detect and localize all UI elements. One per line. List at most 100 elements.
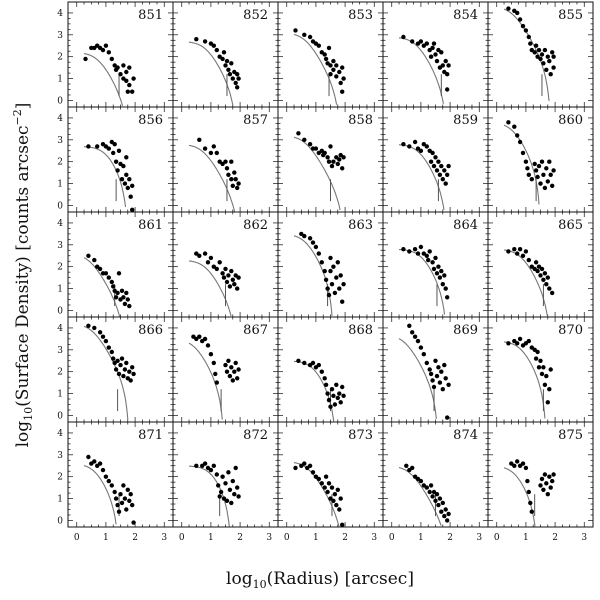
data-point	[236, 494, 241, 499]
data-point	[115, 358, 120, 363]
data-point	[293, 28, 298, 33]
data-point	[442, 273, 447, 278]
data-point	[197, 137, 202, 142]
data-point	[296, 131, 301, 136]
panel-859: 859	[382, 106, 489, 213]
data-point	[544, 166, 549, 171]
data-point	[412, 334, 418, 339]
data-point	[550, 183, 555, 188]
data-point	[335, 161, 340, 167]
panel-label: 870	[558, 323, 583, 338]
data-point	[445, 72, 450, 77]
data-point	[122, 367, 128, 372]
data-point	[119, 288, 125, 293]
data-point	[127, 65, 132, 70]
data-point	[434, 168, 440, 173]
data-point	[436, 159, 441, 164]
model-curve	[398, 338, 437, 420]
data-point	[307, 463, 313, 468]
data-point	[202, 461, 208, 466]
data-point	[83, 56, 88, 62]
data-point	[332, 402, 338, 407]
data-point	[548, 367, 553, 372]
data-point	[418, 39, 424, 44]
data-point	[235, 485, 240, 490]
data-point	[220, 271, 225, 276]
data-point	[443, 286, 448, 291]
data-point	[445, 172, 450, 177]
data-point	[437, 275, 443, 280]
x-tick-labels: 0 1 2 3 0 1 2 3 0 1 2 3 0 1 2 3 0 1 2 3	[74, 533, 588, 543]
data-point	[337, 69, 342, 75]
y-tick-label: 2	[57, 53, 63, 63]
data-point	[547, 286, 552, 291]
data-point	[418, 478, 424, 484]
data-point	[106, 345, 112, 350]
data-point	[337, 507, 342, 512]
y-tick-label: 4	[57, 429, 63, 439]
data-point	[335, 487, 340, 492]
x-tick-label: 0	[284, 533, 290, 543]
data-point	[506, 341, 511, 346]
data-point	[542, 472, 548, 477]
data-point	[407, 323, 412, 328]
data-point	[407, 249, 412, 254]
data-point	[113, 496, 119, 501]
data-point	[335, 395, 340, 401]
data-point	[229, 500, 234, 506]
data-point	[539, 371, 545, 377]
data-point	[316, 476, 321, 482]
data-point	[550, 290, 555, 296]
data-point	[539, 52, 545, 57]
data-point	[109, 279, 115, 285]
data-point	[233, 360, 238, 366]
y-tick-label: 4	[57, 9, 63, 19]
model-curve	[83, 52, 124, 107]
data-point	[326, 481, 332, 486]
panel-862: 862	[172, 211, 279, 318]
x-axis-title-rest: (Radius) [arcsec]	[267, 569, 414, 589]
data-point	[232, 492, 237, 497]
data-point	[533, 43, 539, 48]
data-point	[227, 72, 233, 77]
panel-label: 856	[138, 113, 163, 128]
data-point	[116, 148, 122, 153]
data-point	[340, 384, 345, 390]
data-point	[445, 415, 450, 420]
data-point	[230, 183, 235, 188]
data-point	[424, 360, 429, 366]
data-point	[233, 80, 238, 86]
data-point	[227, 487, 233, 492]
data-point	[332, 290, 338, 296]
panel-label: 868	[348, 323, 373, 338]
data-point	[334, 74, 339, 79]
data-point	[436, 502, 441, 508]
data-point	[325, 489, 330, 495]
data-point	[551, 472, 556, 477]
data-point	[202, 146, 208, 151]
data-point	[433, 358, 438, 363]
data-point	[307, 236, 313, 241]
data-point	[533, 168, 539, 173]
model-curve	[83, 465, 117, 525]
y-tick-label: 4	[57, 324, 63, 334]
data-point	[545, 54, 550, 59]
data-point	[97, 330, 103, 335]
data-point	[220, 56, 225, 62]
data-point	[328, 255, 333, 261]
data-point	[328, 72, 333, 77]
x-tick-label: 2	[342, 533, 348, 543]
data-point	[211, 360, 216, 366]
data-point	[538, 273, 543, 278]
data-point	[523, 28, 529, 33]
panel-label: 859	[453, 113, 478, 128]
data-point	[111, 356, 116, 361]
data-point	[127, 303, 132, 309]
data-point	[539, 476, 545, 482]
data-point	[437, 496, 443, 501]
model-curve	[293, 136, 341, 211]
data-point	[526, 172, 531, 177]
data-point	[130, 89, 135, 94]
data-point	[229, 61, 234, 66]
data-point	[124, 172, 129, 177]
